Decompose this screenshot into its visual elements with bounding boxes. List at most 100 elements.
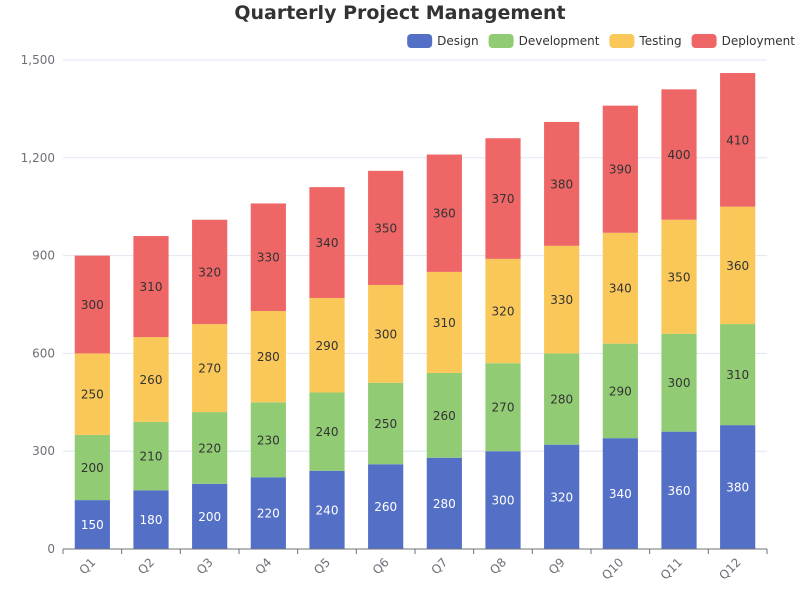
bar-development-q10[interactable] xyxy=(602,343,638,439)
data-label: 280 xyxy=(257,350,280,364)
bar-deployment-q3[interactable] xyxy=(192,219,228,325)
bar-deployment-q5[interactable] xyxy=(309,187,345,298)
legend-label: Design xyxy=(437,34,478,48)
data-label: 330 xyxy=(550,293,573,307)
bar-design-q12[interactable] xyxy=(720,425,756,549)
data-label: 200 xyxy=(198,510,221,524)
legend-swatch xyxy=(691,34,717,48)
data-label: 360 xyxy=(726,259,749,273)
legend-item-testing[interactable]: Testing xyxy=(609,34,682,48)
bar-deployment-q9[interactable] xyxy=(544,121,580,246)
legend-item-development[interactable]: Development xyxy=(488,34,600,48)
data-label: 320 xyxy=(550,490,573,504)
x-tick-label: Q2 xyxy=(135,555,157,577)
y-tick-label: 1,200 xyxy=(21,151,55,165)
x-tick-label: Q8 xyxy=(487,555,509,577)
bar-testing-q4[interactable] xyxy=(250,311,286,403)
bar-design-q3[interactable] xyxy=(192,483,228,549)
legend[interactable]: Design Development Testing Deployment xyxy=(407,34,795,48)
data-labels-layer: 150 200 250 300 180 210 260 310 200 220 270 320 220 2… xyxy=(81,133,749,532)
data-label: 340 xyxy=(609,282,632,296)
grid-layer xyxy=(63,59,767,452)
data-label: 320 xyxy=(198,265,221,279)
data-label: 300 xyxy=(668,376,691,390)
x-tick-label: Q5 xyxy=(311,555,333,577)
bar-deployment-q2[interactable] xyxy=(133,236,169,338)
data-label: 310 xyxy=(433,316,456,330)
bar-testing-q1[interactable] xyxy=(74,353,110,435)
legend-item-deployment[interactable]: Deployment xyxy=(691,34,796,48)
bar-design-q6[interactable] xyxy=(368,464,404,549)
y-tick-label: 1,500 xyxy=(21,53,55,67)
bar-deployment-q11[interactable] xyxy=(661,89,697,220)
bar-development-q2[interactable] xyxy=(133,421,169,491)
data-label: 310 xyxy=(726,368,749,382)
x-tick-label: Q9 xyxy=(546,555,568,577)
bar-testing-q10[interactable] xyxy=(602,232,638,344)
bar-design-q8[interactable] xyxy=(485,451,521,549)
bar-deployment-q8[interactable] xyxy=(485,138,521,259)
data-label: 380 xyxy=(726,481,749,495)
bar-testing-q12[interactable] xyxy=(720,206,756,325)
bar-testing-q11[interactable] xyxy=(661,219,697,334)
bar-development-q6[interactable] xyxy=(368,382,404,465)
bar-design-q7[interactable] xyxy=(426,457,462,549)
x-tick-label: Q11 xyxy=(658,555,685,582)
bar-design-q10[interactable] xyxy=(602,438,638,549)
data-label: 270 xyxy=(492,401,515,415)
bar-development-q11[interactable] xyxy=(661,333,697,432)
bar-testing-q3[interactable] xyxy=(192,324,228,413)
legend-label: Testing xyxy=(638,34,681,48)
bar-testing-q2[interactable] xyxy=(133,337,169,422)
x-tick-label: Q12 xyxy=(716,555,743,582)
bar-development-q5[interactable] xyxy=(309,392,345,471)
data-label: 210 xyxy=(140,450,163,464)
data-label: 250 xyxy=(374,417,397,431)
bar-design-q2[interactable] xyxy=(133,490,169,549)
bar-development-q3[interactable] xyxy=(192,412,228,484)
bar-development-q1[interactable] xyxy=(74,434,110,501)
x-tick-label: Q6 xyxy=(370,555,392,577)
data-label: 260 xyxy=(374,500,397,514)
bar-development-q7[interactable] xyxy=(426,372,462,458)
data-label: 370 xyxy=(492,192,515,206)
y-tick-label: 900 xyxy=(32,249,55,263)
bar-deployment-q7[interactable] xyxy=(426,154,462,272)
bar-deployment-q12[interactable] xyxy=(720,73,756,207)
data-label: 310 xyxy=(140,280,163,294)
data-label: 330 xyxy=(257,251,280,265)
bar-design-q1[interactable] xyxy=(74,500,110,549)
legend-item-design[interactable]: Design xyxy=(407,34,479,48)
bar-design-q4[interactable] xyxy=(250,477,286,549)
bar-development-q12[interactable] xyxy=(720,324,756,426)
data-label: 270 xyxy=(198,362,221,376)
bar-deployment-q1[interactable] xyxy=(74,255,110,354)
y-tick-label: 300 xyxy=(32,444,55,458)
bar-deployment-q4[interactable] xyxy=(250,203,286,312)
data-label: 360 xyxy=(668,484,691,498)
data-label: 380 xyxy=(550,177,573,191)
bar-design-q5[interactable] xyxy=(309,470,345,549)
bar-deployment-q6[interactable] xyxy=(368,170,404,285)
bar-development-q4[interactable] xyxy=(250,402,286,478)
bar-testing-q9[interactable] xyxy=(544,245,580,354)
data-label: 250 xyxy=(81,388,104,402)
bar-deployment-q10[interactable] xyxy=(602,105,638,233)
x-tick-label: Q1 xyxy=(76,555,98,577)
x-tick-label: Q10 xyxy=(599,555,626,582)
bar-testing-q5[interactable] xyxy=(309,297,345,393)
bar-testing-q6[interactable] xyxy=(368,284,404,383)
bar-testing-q7[interactable] xyxy=(426,271,462,373)
bar-design-q9[interactable] xyxy=(544,444,580,549)
data-label: 410 xyxy=(726,133,749,147)
data-label: 400 xyxy=(668,148,691,162)
chart-title: Quarterly Project Management xyxy=(234,2,566,24)
bar-design-q11[interactable] xyxy=(661,431,697,549)
data-label: 300 xyxy=(492,494,515,508)
bar-testing-q8[interactable] xyxy=(485,258,521,364)
bar-development-q9[interactable] xyxy=(544,353,580,445)
data-label: 350 xyxy=(668,270,691,284)
data-label: 390 xyxy=(609,163,632,177)
bar-development-q8[interactable] xyxy=(485,363,521,452)
data-label: 280 xyxy=(433,497,456,511)
